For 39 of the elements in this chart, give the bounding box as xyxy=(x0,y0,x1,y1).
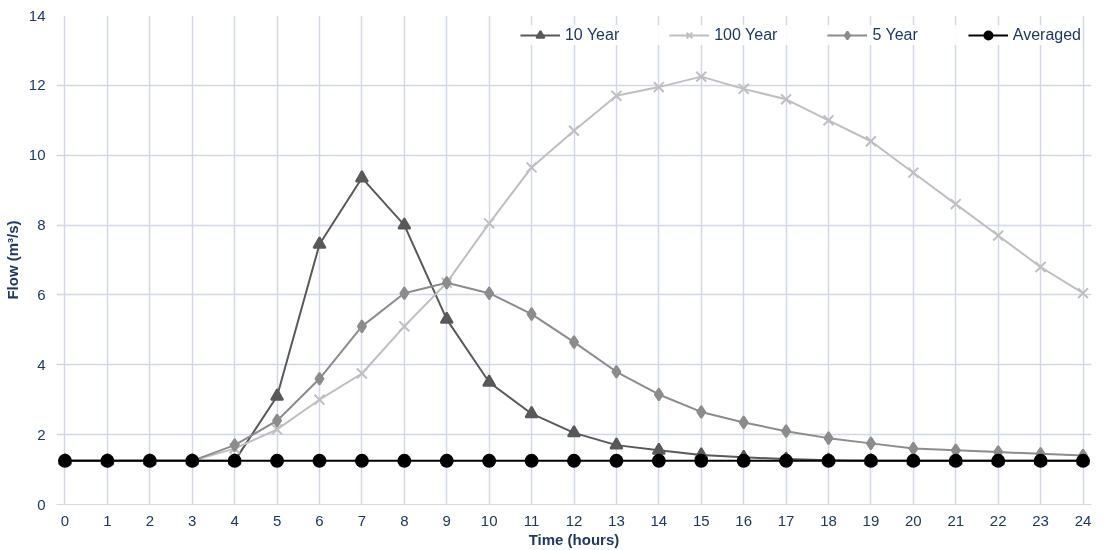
y-axis-title: Flow (m³/s) xyxy=(3,220,21,300)
x-tick-label: 18 xyxy=(820,511,837,529)
x-tick-label: 2 xyxy=(145,511,154,529)
legend-label: 10 Year xyxy=(564,26,620,44)
legend-label: Averaged xyxy=(1012,26,1081,44)
y-tick-label: 4 xyxy=(37,355,46,373)
x-tick-label: 6 xyxy=(315,511,324,529)
x-tick-label: 24 xyxy=(1074,511,1092,529)
x-tick-label: 9 xyxy=(442,511,451,529)
x-tick-label: 22 xyxy=(989,511,1007,529)
y-tick-label: 2 xyxy=(37,425,46,443)
x-tick-label: 0 xyxy=(60,511,70,529)
x-axis-title: Time (hours) xyxy=(528,530,620,548)
x-tick-label: 7 xyxy=(357,511,367,529)
x-tick-label: 3 xyxy=(188,511,197,529)
y-tick-label: 10 xyxy=(28,146,46,164)
x-tick-label: 14 xyxy=(650,511,668,529)
y-tick-label: 14 xyxy=(28,6,46,24)
x-tick-label: 1 xyxy=(103,511,112,529)
x-tick-label: 10 xyxy=(480,511,498,529)
x-tick-label: 20 xyxy=(905,511,922,529)
x-tick-label: 5 xyxy=(272,511,282,529)
x-tick-label: 21 xyxy=(947,511,965,529)
y-tick-label: 8 xyxy=(37,216,46,234)
legend-label: 5 Year xyxy=(872,26,918,44)
x-tick-label: 4 xyxy=(230,511,239,529)
x-tick-label: 19 xyxy=(862,511,880,529)
x-tick-label: 23 xyxy=(1032,511,1049,529)
x-tick-label: 13 xyxy=(608,511,625,529)
x-tick-label: 15 xyxy=(692,511,710,529)
legend-label: 100 Year xyxy=(714,26,778,44)
x-tick-label: 11 xyxy=(523,511,540,529)
x-tick-label: 17 xyxy=(777,511,795,529)
y-tick-label: 0 xyxy=(37,495,46,513)
y-tick-label: 6 xyxy=(37,285,46,303)
x-tick-label: 16 xyxy=(735,511,753,529)
y-tick-label: 12 xyxy=(28,76,46,94)
x-tick-label: 12 xyxy=(565,511,583,529)
x-tick-label: 8 xyxy=(400,511,409,529)
